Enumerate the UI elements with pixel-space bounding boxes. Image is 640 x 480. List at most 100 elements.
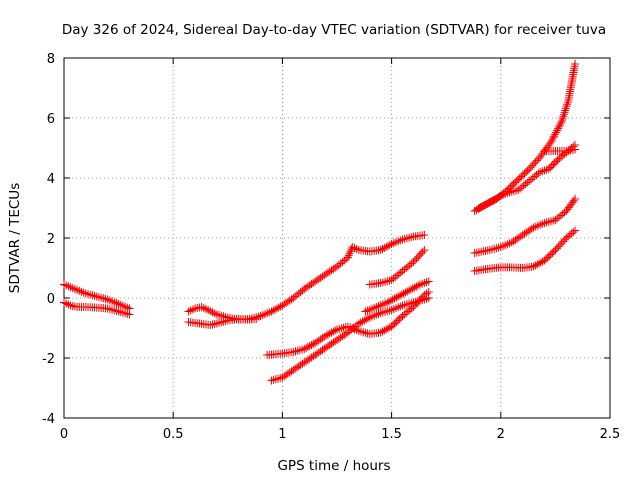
data-point-marker — [322, 331, 331, 340]
data-point-marker — [302, 344, 311, 352]
data-point-marker — [252, 315, 261, 323]
data-point-marker — [395, 291, 404, 300]
data-point-marker — [549, 216, 558, 225]
data-point-marker — [418, 247, 427, 256]
data-point-marker — [560, 235, 569, 244]
data-point-marker — [407, 259, 416, 268]
data-point-marker — [399, 289, 408, 298]
data-point-marker — [489, 196, 498, 204]
data-point-marker — [94, 293, 103, 302]
data-point-marker — [112, 306, 121, 315]
data-point-marker — [563, 98, 572, 107]
data-point-marker — [271, 305, 280, 314]
data-point-marker — [352, 245, 361, 253]
y-tick-label: 0 — [47, 292, 55, 307]
data-point-marker — [406, 285, 415, 294]
data-point-marker — [376, 279, 385, 287]
data-point-marker — [480, 201, 489, 209]
data-point-marker — [470, 207, 479, 215]
data-point-marker — [271, 375, 280, 384]
data-point-marker — [422, 294, 431, 303]
data-point-marker — [121, 309, 130, 318]
x-tick-label: 1.5 — [381, 427, 402, 442]
series-s6 — [267, 294, 433, 385]
data-point-marker — [64, 300, 73, 309]
data-point-marker — [405, 286, 414, 295]
data-point-marker — [392, 293, 401, 302]
data-point-marker — [552, 126, 561, 135]
data-point-marker — [125, 310, 134, 319]
data-point-marker — [561, 104, 570, 113]
series-s8 — [361, 277, 433, 316]
data-point-marker — [331, 326, 340, 335]
data-point-marker — [108, 305, 117, 314]
grid — [64, 58, 610, 418]
data-point-marker — [378, 278, 387, 287]
data-point-marker — [474, 204, 483, 212]
data-point-marker — [378, 245, 387, 253]
data-point-marker — [267, 307, 276, 316]
x-tick-label: 1 — [278, 427, 286, 442]
series-s12 — [470, 195, 580, 257]
data-point-marker — [380, 326, 389, 335]
data-point-marker — [300, 345, 309, 353]
data-point-marker — [485, 246, 494, 254]
data-point-marker — [362, 315, 371, 324]
data-point-marker — [535, 259, 544, 268]
data-point-marker — [110, 306, 119, 315]
data-point-marker — [490, 244, 499, 253]
data-point-marker — [345, 249, 354, 258]
data-point-marker — [269, 375, 278, 384]
y-tick-label: 4 — [47, 172, 55, 187]
data-point-marker — [557, 117, 566, 125]
data-point-marker — [272, 304, 281, 313]
data-point-marker — [295, 346, 304, 355]
x-tick-label: 2 — [497, 427, 505, 442]
data-point-marker — [383, 242, 392, 250]
data-point-marker — [554, 122, 563, 131]
data-point-marker — [105, 305, 114, 314]
data-point-marker — [569, 228, 578, 236]
data-point-marker — [383, 324, 392, 333]
data-point-marker — [405, 233, 414, 242]
data-point-marker — [381, 307, 390, 316]
x-axis-label: GPS time / hours — [277, 458, 390, 474]
data-point-marker — [90, 291, 99, 300]
data-point-marker — [533, 260, 542, 269]
series-s9 — [470, 60, 580, 215]
data-point-marker — [380, 244, 389, 252]
data-point-marker — [385, 276, 394, 285]
data-point-marker — [547, 138, 556, 146]
data-point-marker — [559, 110, 568, 119]
data-point-marker — [269, 306, 278, 315]
data-point-marker — [476, 203, 485, 211]
data-point-marker — [556, 118, 565, 127]
series-s7 — [365, 246, 429, 289]
data-point-marker — [383, 298, 392, 307]
data-point-marker — [274, 303, 283, 312]
data-point-marker — [267, 376, 276, 385]
data-point-marker — [212, 319, 221, 328]
data-point-marker — [403, 287, 412, 296]
x-tick-label: 2.5 — [600, 427, 621, 442]
data-point-marker — [478, 202, 487, 210]
data-point-marker — [92, 292, 101, 301]
data-point-marker — [118, 308, 127, 317]
y-tick-label: -4 — [42, 412, 55, 427]
data-point-marker — [569, 196, 578, 205]
data-point-marker — [412, 282, 421, 291]
data-point-marker — [325, 329, 334, 338]
data-point-marker — [354, 319, 363, 328]
data-point-marker — [407, 233, 416, 242]
data-point-marker — [424, 277, 433, 286]
data-point-marker — [343, 253, 352, 262]
data-point-marker — [103, 304, 112, 313]
axis-ticks: 0 0.5 1 1.5 2 2.5 -4 -2 0 2 4 6 8 — [42, 52, 620, 442]
y-tick-label: -2 — [42, 352, 55, 367]
data-point-marker — [291, 347, 300, 356]
data-point-marker — [346, 247, 355, 256]
data-point-marker — [293, 346, 302, 355]
data-point-marker — [551, 128, 560, 137]
data-point-marker — [323, 330, 332, 339]
data-point-marker — [420, 231, 429, 239]
